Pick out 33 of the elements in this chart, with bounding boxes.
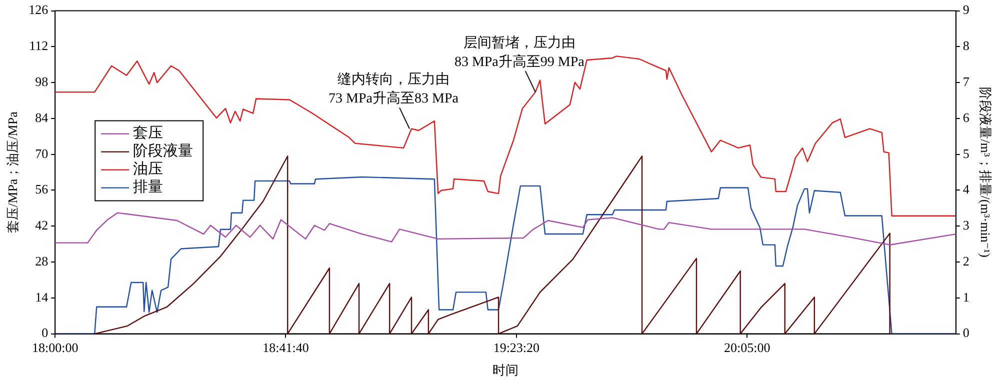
y2-axis-title: 阶段液量/m³；排量/(m³·min⁻¹) (978, 87, 993, 258)
x-tick-label: 18:41:40 (262, 340, 309, 356)
y2-tick-label: 9 (962, 2, 970, 18)
y2-tick-label: 5 (962, 146, 970, 161)
y-tick-label: 112 (29, 38, 48, 54)
x-axis-title: 时间 (492, 362, 518, 378)
y2-tick-label: 4 (962, 182, 970, 197)
y-tick-label: 42 (35, 218, 48, 233)
y2-tick-label: 1 (962, 289, 970, 304)
y-tick-label: 84 (35, 110, 49, 125)
legend-label: 排量 (133, 178, 164, 196)
y2-tick-label: 6 (962, 110, 970, 125)
y2-tick-label: 0 (962, 325, 970, 340)
y2-tick-label: 3 (962, 218, 970, 233)
y2-tick-label: 8 (962, 38, 970, 54)
y-tick-label: 70 (35, 146, 48, 161)
y-tick-label: 56 (35, 182, 49, 197)
annotation: 缝内转向，压力由 73 MPa升高至83 MPa (328, 72, 460, 107)
y-tick-label: 98 (35, 74, 48, 89)
y-axis-title: 套压/MPa；油压/MPa (5, 111, 20, 233)
legend-label: 阶段液量 (133, 142, 194, 160)
y2-tick-label: 2 (962, 253, 970, 268)
y-tick-label: 0 (42, 325, 48, 340)
annotation: 层间暂堵，压力由 83 MPa升高至99 MPa (454, 35, 586, 70)
y-tick-label: 126 (28, 2, 49, 18)
y-tick-label: 28 (35, 253, 48, 268)
x-tick-label: 19:23:20 (493, 340, 540, 356)
legend-label: 套压 (133, 124, 164, 142)
x-tick-label: 20:05:00 (724, 340, 770, 356)
legend-label: 油压 (133, 160, 164, 178)
y-tick-label: 14 (35, 289, 49, 304)
y2-tick-label: 7 (962, 74, 970, 89)
x-tick-label: 18:00:00 (32, 340, 78, 356)
